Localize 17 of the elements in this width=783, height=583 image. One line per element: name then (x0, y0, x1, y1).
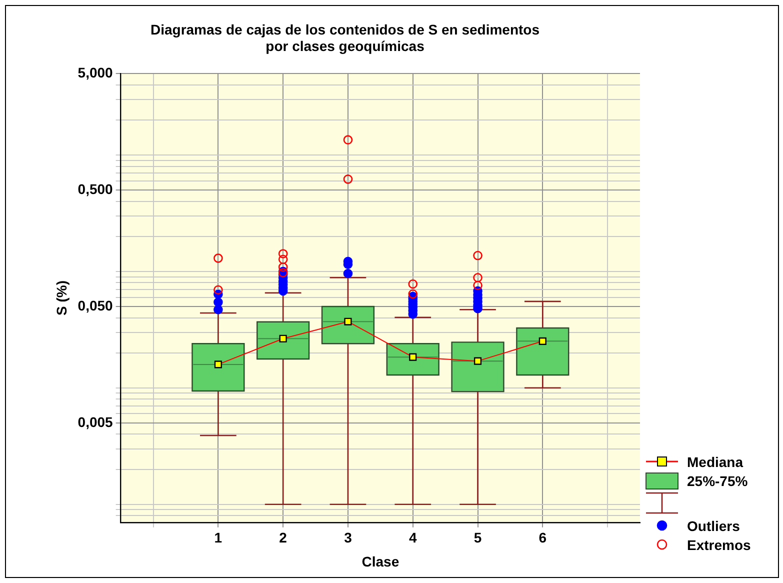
legend-label: 25%-75% (687, 472, 748, 488)
y-tick-label: 0,050 (78, 297, 114, 314)
x-tick-label: 2 (279, 530, 288, 546)
x-tick-label: 4 (408, 530, 417, 546)
x-tick-label: 3 (344, 530, 352, 546)
y-axis-title: S (%) (53, 280, 70, 316)
x-tick-label: 5 (474, 530, 482, 546)
x-axis-title: Clase (362, 553, 400, 570)
x-tick-label: 6 (538, 530, 547, 546)
legend-label: Outliers (687, 518, 740, 534)
y-tick-label: 5,000 (78, 64, 114, 80)
legend-label: Extremos (687, 536, 751, 552)
y-tick-label: 0,005 (78, 414, 114, 430)
chart-title: Diagramas de cajas de los contenidos de S en sedimentos por clases geoquímicas (150, 21, 540, 54)
x-tick-label: 1 (214, 530, 222, 546)
y-tick-label: 0,500 (78, 180, 114, 197)
legend-label: Mediana (687, 454, 744, 470)
